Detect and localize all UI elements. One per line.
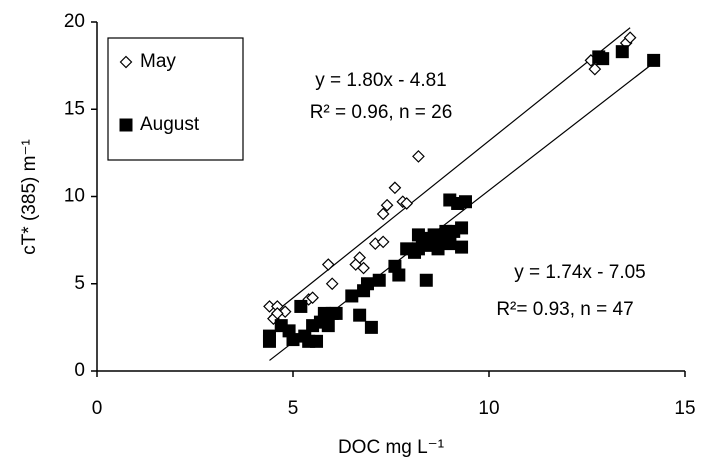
- point: [400, 197, 414, 210]
- legend-label: May: [140, 51, 176, 72]
- x-tick-label: 0: [92, 398, 103, 419]
- annotation: R²= 0.93, n = 47: [496, 299, 633, 320]
- y-tick-label: 15: [64, 98, 85, 119]
- point: [321, 319, 335, 333]
- x-tick-label: 15: [674, 398, 695, 419]
- point: [353, 251, 366, 264]
- point: [458, 195, 472, 209]
- y-tick-label: 20: [64, 11, 85, 32]
- legend-marker: [119, 55, 133, 69]
- point: [357, 261, 370, 275]
- point: [376, 235, 390, 249]
- x-tick-label: 5: [288, 398, 299, 419]
- point: [443, 230, 457, 244]
- point: [310, 334, 324, 348]
- x-axis-label: DOC mg L⁻¹: [338, 437, 444, 458]
- legend-marker: [119, 118, 133, 132]
- point: [286, 333, 300, 347]
- point: [615, 45, 629, 59]
- point: [372, 273, 386, 287]
- point: [411, 242, 425, 256]
- point: [412, 150, 425, 163]
- point: [647, 53, 661, 67]
- point: [270, 307, 284, 320]
- point: [306, 291, 319, 305]
- x-tick-label: 10: [478, 398, 499, 419]
- point: [364, 320, 378, 334]
- point: [455, 221, 469, 235]
- point: [588, 62, 602, 76]
- y-axis-label: cT* (385) m⁻¹: [19, 139, 40, 255]
- point: [329, 306, 343, 320]
- point: [321, 258, 335, 271]
- y-tick-label: 5: [74, 273, 85, 294]
- annotation: y = 1.80x - 4.81: [315, 70, 447, 91]
- point: [623, 31, 637, 45]
- point: [353, 308, 367, 322]
- point: [345, 289, 359, 303]
- annotation: y = 1.74x - 7.05: [514, 262, 646, 283]
- legend-box: [107, 37, 244, 161]
- point: [392, 268, 406, 282]
- point: [419, 273, 433, 287]
- point: [262, 329, 276, 343]
- point: [388, 181, 402, 195]
- point: [380, 198, 394, 212]
- point: [325, 277, 339, 291]
- point: [455, 240, 469, 254]
- annotation: R² = 0.96, n = 26: [310, 102, 453, 123]
- point: [360, 277, 374, 291]
- point: [423, 231, 437, 245]
- point: [596, 52, 610, 66]
- point: [431, 242, 445, 256]
- y-tick-label: 0: [74, 360, 85, 381]
- point: [376, 207, 390, 221]
- y-tick-label: 10: [64, 186, 85, 207]
- point: [294, 299, 308, 313]
- legend-label: August: [140, 114, 200, 135]
